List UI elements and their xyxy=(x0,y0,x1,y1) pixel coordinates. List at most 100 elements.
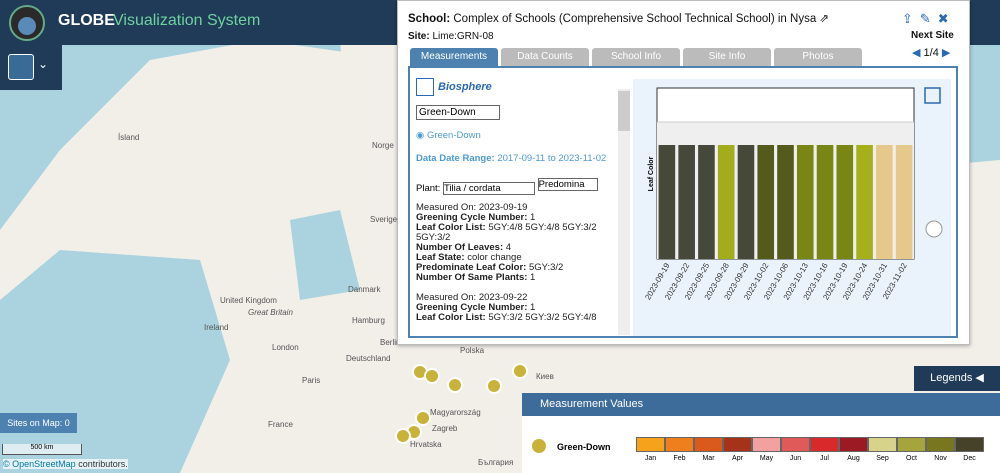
map-label: Deutschland xyxy=(346,354,391,363)
legend-month: Mar xyxy=(702,455,715,462)
field-label: Number Of Leaves: xyxy=(416,242,504,253)
bar xyxy=(737,145,755,259)
next-site[interactable]: Next Site xyxy=(911,30,954,41)
site-popup: School: Complex of Schools (Comprehensiv… xyxy=(397,0,970,345)
plant-label: Plant: xyxy=(416,183,441,194)
field-label: Greening Cycle Number: xyxy=(416,212,528,223)
measurement-row: Leaf Color List: 5GY:3/2 5GY:3/2 5GY:4/8 xyxy=(416,313,616,323)
legend-protocol: Green-Down xyxy=(557,442,611,452)
bar xyxy=(836,145,854,259)
bar xyxy=(856,145,873,259)
measurement-row: Greening Cycle Number: 1 xyxy=(416,303,616,313)
field-value: 1 xyxy=(530,272,536,283)
bar xyxy=(757,145,775,259)
measurement-row: Number Of Leaves: 4 xyxy=(416,243,616,253)
bar xyxy=(678,145,695,259)
legend-swatch xyxy=(839,437,868,452)
map-label: Danmark xyxy=(348,285,381,294)
chart: Leaf Color2023-09-192023-09-222023-09-25… xyxy=(643,87,943,301)
tab-panel xyxy=(408,66,958,338)
table-icon[interactable] xyxy=(924,87,941,104)
map-label: България xyxy=(478,458,514,467)
field-value: 4 xyxy=(505,242,512,253)
measurement-panel: Biosphere Green-Down ◉ Green-Down Data D… xyxy=(416,77,616,335)
bar xyxy=(895,145,913,259)
measurement-row: Greening Cycle Number: 1 xyxy=(416,213,616,223)
scrollbar[interactable] xyxy=(618,89,630,335)
protocol: Biosphere xyxy=(438,81,492,93)
y-axis-label: Leaf Color xyxy=(648,156,655,191)
protocol-select[interactable]: Green-Down xyxy=(416,105,500,120)
tab[interactable]: Data Counts xyxy=(501,48,589,66)
legend-month: Jan xyxy=(644,455,657,462)
legend-swatch xyxy=(781,437,810,452)
legend-swatch xyxy=(810,437,839,452)
legend-month: Dec xyxy=(963,455,976,462)
legend-month: Aug xyxy=(847,455,860,462)
map-label: Киев xyxy=(536,372,554,381)
site-label: Site: xyxy=(408,31,430,42)
legend-month: Jun xyxy=(789,455,802,462)
legend-swatch xyxy=(665,437,694,452)
date-range-label: Data Date Range: xyxy=(416,153,495,164)
site-line: Site: Lime:GRN-08 xyxy=(408,31,494,42)
legend-month: Feb xyxy=(673,455,686,462)
measurement-row: Measured On: 2023-09-22 xyxy=(416,293,616,303)
map-label: Hrvatska xyxy=(410,440,442,449)
pager[interactable]: ◀ 1/4 ▶ xyxy=(912,47,951,59)
field-label: Predominate Leaf Color: xyxy=(416,262,527,273)
predominant-select[interactable]: Predomina xyxy=(537,178,598,191)
attribution-text: contributors. xyxy=(78,459,128,469)
field-value: 5GY:3/2 5GY:3/2 5GY:4/8 xyxy=(488,312,597,323)
popup-actions[interactable]: ⇪✎✖ xyxy=(902,11,956,26)
scale-bar: 500 km xyxy=(2,444,82,455)
map-label: Paris xyxy=(302,376,321,385)
bar xyxy=(876,145,893,259)
legend-swatch xyxy=(694,437,723,452)
site-name: Lime:GRN-08 xyxy=(432,31,494,42)
layers-button[interactable]: ⌄ xyxy=(0,45,62,90)
legend-month: Apr xyxy=(732,455,743,462)
zoom-button[interactable] xyxy=(925,220,943,238)
field-value: color change xyxy=(467,252,522,263)
measurement: Measured On: 2023-09-19 Greening Cycle Nu… xyxy=(416,203,616,283)
field-value: 2023-09-22 xyxy=(478,292,528,303)
field-value: 2023-09-19 xyxy=(478,202,528,213)
legend-swatch xyxy=(897,437,926,452)
radio-option[interactable]: Green-Down xyxy=(426,130,481,141)
tab[interactable]: School Info xyxy=(592,48,680,66)
field-label: Measured On: xyxy=(416,202,477,213)
legend-month: Nov xyxy=(934,455,947,462)
field-label: Greening Cycle Number: xyxy=(416,302,528,313)
legends-tab[interactable]: Legends ◀ xyxy=(914,366,1000,391)
field-label: Leaf Color List: xyxy=(416,222,486,233)
measurement-row: Leaf State: color change xyxy=(416,253,616,263)
date-range: 2017-09-11 to 2023-11-02 xyxy=(497,153,607,164)
tab[interactable]: Measurements xyxy=(410,48,498,66)
tab[interactable]: Photos xyxy=(774,48,862,66)
legend-icon xyxy=(532,439,546,453)
bar xyxy=(658,145,676,259)
legend-title: Measurement Values xyxy=(522,393,1000,416)
legend-month: Sep xyxy=(876,455,889,462)
legend-swatch xyxy=(752,437,781,452)
map-label: London xyxy=(272,343,299,352)
map-label: France xyxy=(268,420,293,429)
attribution: © OpenStreetMap contributors. xyxy=(3,459,128,469)
map-label: Berlin xyxy=(380,338,401,347)
attribution-link[interactable]: © OpenStreetMap xyxy=(3,459,76,469)
map-label: Ísland xyxy=(118,133,140,142)
field-value: 1 xyxy=(530,302,536,313)
logo xyxy=(9,5,45,41)
app-title: GLOBE xyxy=(58,12,115,29)
map-label: Sverige xyxy=(370,215,398,224)
legend-swatch xyxy=(636,437,665,452)
tab[interactable]: Site Info xyxy=(683,48,771,66)
field-label: Measured On: xyxy=(416,292,477,303)
legend-month: May xyxy=(759,455,774,462)
map-label: Magyarország xyxy=(430,408,481,417)
plant-select[interactable]: Tilia / cordata xyxy=(442,182,535,195)
measurement: Measured On: 2023-09-22 Greening Cycle Nu… xyxy=(416,293,616,323)
legend-swatch xyxy=(955,437,984,452)
field-value: 5GY:4/8 5GY:4/8 5GY:3/2 5GY:3/2 xyxy=(416,222,597,243)
